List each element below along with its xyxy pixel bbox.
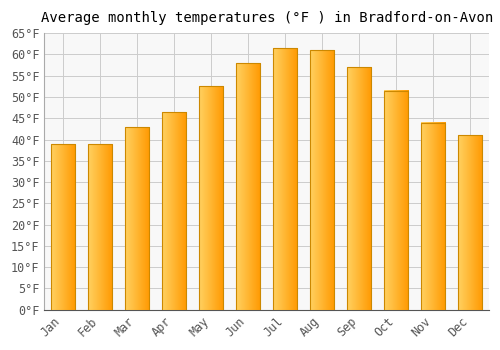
Bar	[458, 135, 482, 310]
Bar	[51, 144, 75, 310]
Bar	[310, 50, 334, 310]
Bar	[384, 91, 408, 310]
Bar	[347, 67, 372, 310]
Bar	[199, 86, 223, 310]
Bar	[125, 127, 149, 310]
Bar	[422, 122, 446, 310]
Bar	[236, 63, 260, 310]
Bar	[273, 48, 297, 310]
Title: Average monthly temperatures (°F ) in Bradford-on-Avon: Average monthly temperatures (°F ) in Br…	[40, 11, 493, 25]
Bar	[162, 112, 186, 310]
Bar	[88, 144, 112, 310]
